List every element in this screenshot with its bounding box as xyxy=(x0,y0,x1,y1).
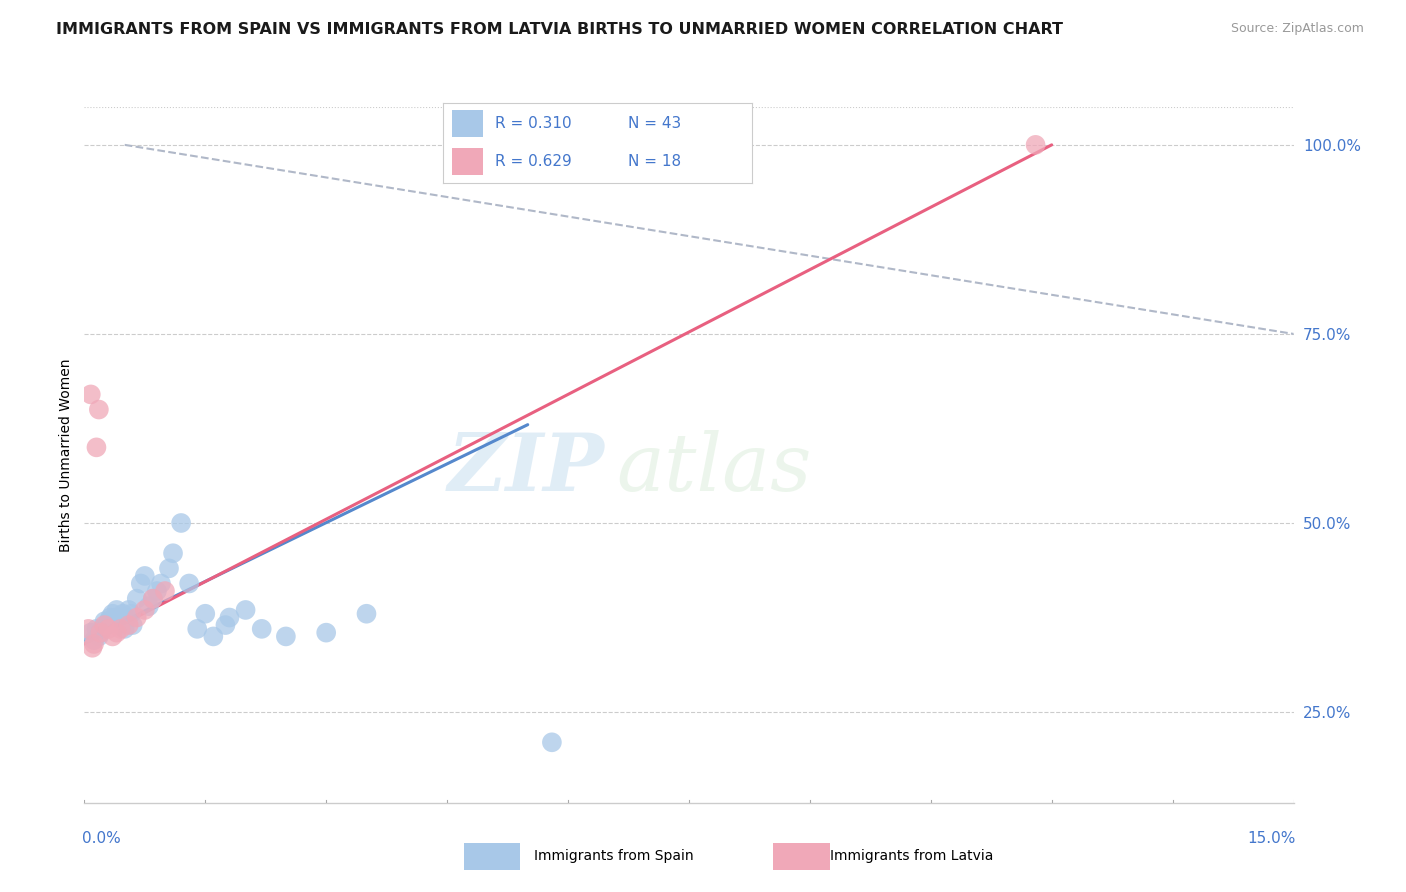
Point xyxy=(96,618,118,632)
Point xyxy=(202,629,225,643)
Point xyxy=(125,610,148,624)
Point xyxy=(186,622,208,636)
Point xyxy=(125,591,148,606)
Point xyxy=(162,546,184,560)
Point xyxy=(105,603,128,617)
Point xyxy=(107,615,129,629)
Point xyxy=(97,622,120,636)
Point xyxy=(80,387,103,401)
Point xyxy=(83,637,105,651)
Point xyxy=(98,610,121,624)
Point xyxy=(86,622,108,636)
Point xyxy=(235,603,257,617)
Point xyxy=(121,618,143,632)
Point xyxy=(101,607,124,621)
Point xyxy=(104,610,127,624)
Bar xyxy=(453,110,484,137)
Point xyxy=(118,618,141,632)
Point xyxy=(110,622,132,636)
Point xyxy=(101,629,124,643)
Text: atlas: atlas xyxy=(616,430,811,508)
Point xyxy=(274,629,297,643)
Point xyxy=(112,607,135,621)
Point xyxy=(115,610,138,624)
Point xyxy=(91,622,114,636)
Point xyxy=(105,625,128,640)
Point xyxy=(80,625,103,640)
Point xyxy=(93,615,115,629)
Text: N = 43: N = 43 xyxy=(628,116,682,131)
Point xyxy=(250,622,273,636)
Bar xyxy=(453,147,484,175)
Point xyxy=(97,615,120,629)
Text: N = 18: N = 18 xyxy=(628,153,682,169)
Point xyxy=(86,441,108,455)
Text: Source: ZipAtlas.com: Source: ZipAtlas.com xyxy=(1230,22,1364,36)
Point xyxy=(82,640,104,655)
Text: IMMIGRANTS FROM SPAIN VS IMMIGRANTS FROM LATVIA BIRTHS TO UNMARRIED WOMEN CORREL: IMMIGRANTS FROM SPAIN VS IMMIGRANTS FROM… xyxy=(56,22,1063,37)
Text: R = 0.310: R = 0.310 xyxy=(495,116,572,131)
Text: Immigrants from Spain: Immigrants from Spain xyxy=(534,849,695,863)
Text: Immigrants from Latvia: Immigrants from Latvia xyxy=(830,849,993,863)
Point xyxy=(142,591,165,606)
Point xyxy=(110,618,132,632)
Point xyxy=(77,622,100,636)
Point xyxy=(541,735,564,749)
Point xyxy=(89,625,111,640)
Point xyxy=(153,584,176,599)
Point xyxy=(118,603,141,617)
Point xyxy=(93,618,115,632)
Point xyxy=(194,607,217,621)
Point xyxy=(89,625,111,640)
Point xyxy=(170,516,193,530)
Point xyxy=(315,625,337,640)
Point xyxy=(356,607,378,621)
Point xyxy=(83,633,105,648)
Text: ZIP: ZIP xyxy=(447,430,605,508)
Point xyxy=(142,591,165,606)
Point xyxy=(114,622,136,636)
Point xyxy=(120,607,142,621)
Text: 0.0%: 0.0% xyxy=(82,830,121,846)
Point xyxy=(129,576,152,591)
Point xyxy=(87,629,110,643)
Point xyxy=(157,561,180,575)
Point xyxy=(146,584,169,599)
Point xyxy=(134,569,156,583)
Point xyxy=(214,618,236,632)
Point xyxy=(1025,137,1047,152)
Point xyxy=(138,599,160,614)
Point xyxy=(149,576,172,591)
Point xyxy=(134,603,156,617)
Point xyxy=(218,610,240,624)
Point xyxy=(87,402,110,417)
Point xyxy=(179,576,201,591)
Y-axis label: Births to Unmarried Women: Births to Unmarried Women xyxy=(59,359,73,551)
Text: R = 0.629: R = 0.629 xyxy=(495,153,572,169)
Text: 15.0%: 15.0% xyxy=(1247,830,1296,846)
